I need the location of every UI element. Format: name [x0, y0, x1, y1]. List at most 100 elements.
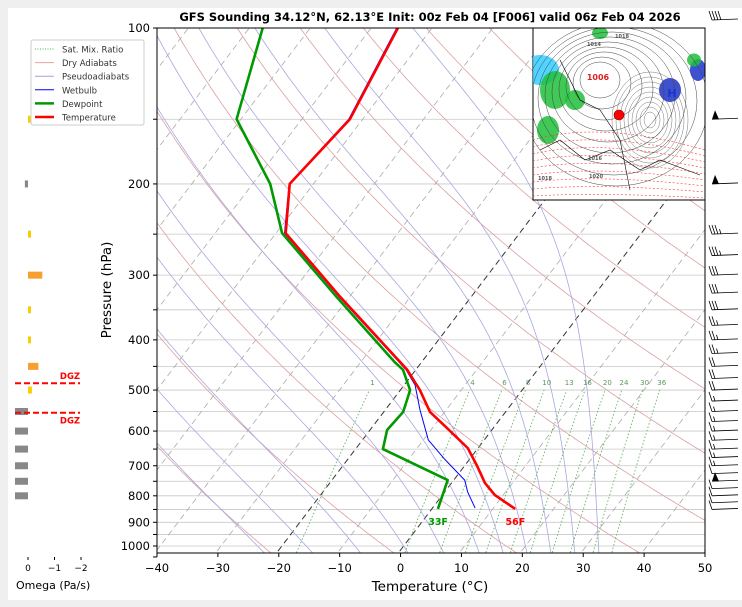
isotherm-line	[157, 28, 555, 551]
legend-label: Pseudoadiabats	[62, 73, 130, 83]
x-tick-label: 30	[576, 561, 591, 575]
mixing-ratio-line	[404, 389, 470, 553]
wind-barb	[708, 316, 739, 326]
omega-bar	[28, 230, 31, 238]
axes: −40 −30 −20 −10 0 10 20 30 40 5010020030040050060…	[121, 21, 713, 575]
dewpoint-line	[235, 28, 449, 510]
inset-map: 1006 H 1014 1018 1020 1016 1018	[532, 27, 706, 201]
mixing-ratio-line	[551, 389, 606, 553]
thickness-contour	[533, 162, 705, 175]
mixing-ratio-labels: 1 4 6 8 10 13 16 20 24 30 36	[370, 379, 666, 387]
mixing-ratio-label: 20	[603, 379, 612, 387]
x-tick-label: −10	[328, 561, 352, 575]
dry-adiabat-line	[362, 28, 705, 328]
thickness-contour	[533, 131, 705, 151]
isobar-contour	[544, 36, 676, 154]
omega-bar	[24, 180, 28, 188]
omega-tick-label: −2	[74, 564, 87, 574]
legend-label: Dewpoint	[62, 100, 103, 110]
isotherm-line	[397, 148, 705, 553]
wind-barb	[708, 402, 739, 412]
isobar-contour	[627, 91, 673, 149]
skewt-chart: GFS Sounding 34.12°N, 62.13°E Init: 00z …	[15, 10, 739, 595]
isobar-contour	[572, 56, 632, 110]
border-line	[539, 139, 701, 176]
omega-bar	[15, 445, 28, 453]
wind-barb	[711, 174, 739, 185]
pseudoadiabat-line	[157, 328, 362, 553]
surface-temperature-label: 56F	[506, 517, 526, 528]
dry-adiabat-line	[157, 222, 518, 553]
pseudoadiabat-line	[157, 442, 266, 553]
map-label: H	[667, 87, 676, 100]
pseudoadiabat-line	[157, 388, 314, 553]
wind-barb	[708, 493, 739, 504]
legend: Sat. Mix. Ratio Dry Adiabats Pseudoadiabat…	[30, 39, 145, 126]
wind-barb	[708, 225, 739, 235]
isotherm-line	[157, 28, 433, 391]
wind-barb	[708, 10, 739, 21]
y-tick-label: 500	[128, 383, 150, 397]
plot-frame	[156, 27, 706, 554]
thickness-contour	[533, 170, 705, 181]
isotherm-line	[519, 309, 705, 553]
thickness-contour	[533, 186, 705, 193]
map-label: 1014	[587, 42, 601, 48]
x-tick-label: 50	[698, 561, 713, 575]
y-tick-label: 100	[128, 21, 150, 35]
wind-barb	[708, 246, 739, 256]
omega-bar	[15, 477, 28, 485]
data-series	[235, 28, 516, 510]
wind-barb	[708, 369, 739, 379]
thickness-contour	[533, 194, 705, 199]
mixing-ratio-label: 10	[542, 379, 551, 387]
isobar-contour	[635, 101, 665, 139]
isobar-contour	[623, 86, 677, 154]
pseudoadiabat-line	[157, 256, 409, 553]
mixing-ratio-label: 6	[502, 379, 507, 387]
dry-adiabat-line	[425, 28, 705, 269]
isotherm-line	[157, 28, 372, 311]
mixing-ratio-line	[439, 389, 503, 553]
mixing-ratio-label: 8	[526, 379, 530, 387]
x-tick-label: −20	[267, 561, 291, 575]
legend-label: Temperature	[61, 114, 116, 124]
omega-bar	[15, 492, 28, 500]
omega-panel: DGZ DGZ 0 −1 −2 Omega (Pa/s)	[15, 115, 90, 592]
isobar-contour	[533, 28, 698, 176]
wind-barb	[711, 472, 739, 482]
omega-bar	[15, 462, 28, 470]
pseudoadiabat-line	[157, 34, 504, 553]
wind-barb	[708, 284, 739, 294]
figure: GFS Sounding 34.12°N, 62.13°E Init: 00z …	[8, 8, 742, 600]
wind-barb	[708, 380, 739, 391]
y-tick-label: 600	[128, 424, 150, 438]
wind-barb	[708, 486, 739, 497]
mixing-ratio-line	[509, 389, 568, 553]
surface-labels: 56F 33F	[428, 517, 525, 528]
x-tick-label: 10	[454, 561, 469, 575]
inset-map-contours: 1006 H 1014 1018 1020 1016 1018	[533, 28, 705, 199]
dry-adiabat-line	[157, 333, 395, 553]
isobar-contour	[643, 111, 657, 129]
wind-barb	[708, 464, 739, 475]
surface-dewpoint-label: 33F	[428, 517, 448, 528]
pseudoadiabat-line	[157, 106, 480, 553]
isobar-contour	[611, 71, 689, 169]
wind-barb	[708, 412, 739, 422]
pseudoadiabat-line	[324, 28, 576, 553]
isobar-contour	[533, 28, 705, 187]
wind-barb	[708, 391, 739, 402]
y-tick-label: 400	[128, 333, 150, 347]
precip-area	[540, 71, 570, 109]
mixing-ratio-line	[529, 389, 586, 553]
precip-area	[592, 28, 608, 39]
dry-adiabat-line	[299, 28, 705, 390]
temperature-line	[284, 28, 516, 510]
pseudoadiabat-line	[412, 28, 600, 553]
dgz-label: DGZ	[60, 417, 80, 427]
x-tick-label: −30	[206, 561, 230, 575]
legend-label: Sat. Mix. Ratio	[62, 46, 123, 56]
pseudoadiabat-line	[157, 190, 445, 553]
isotherm-line	[157, 28, 494, 471]
